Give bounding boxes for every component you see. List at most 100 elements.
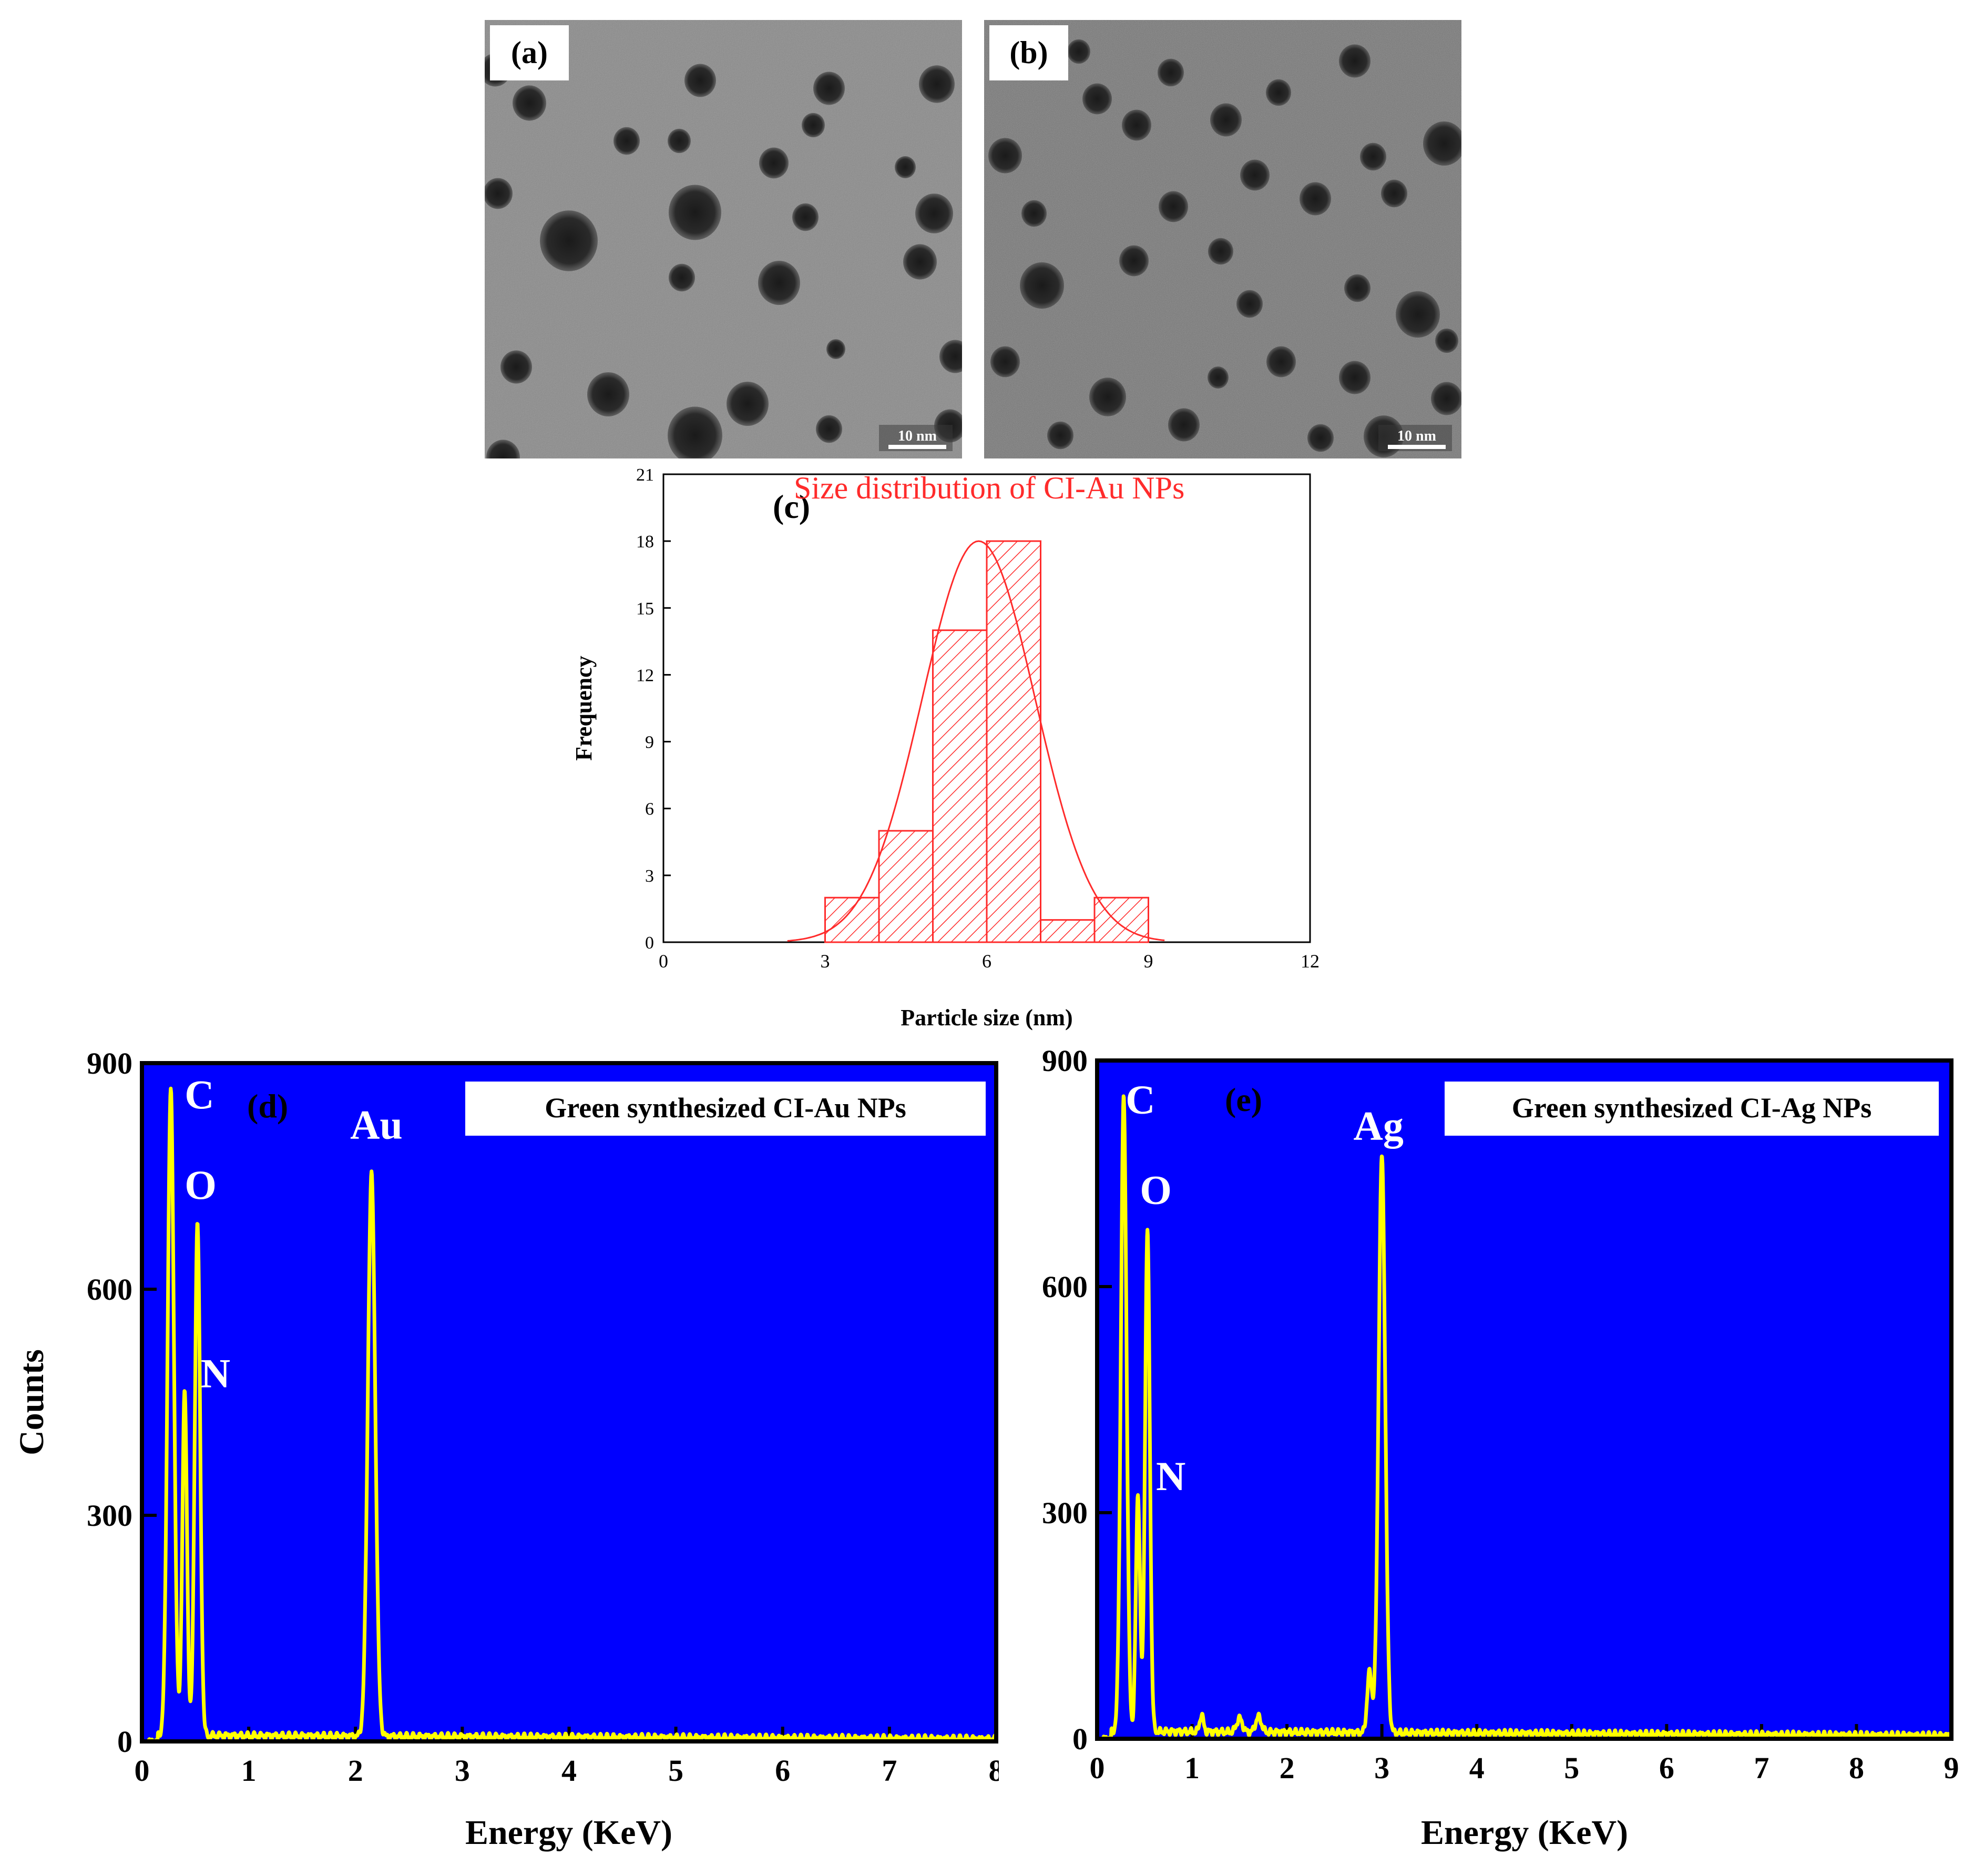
panel-label-box (989, 25, 1068, 80)
nanoparticle (1423, 121, 1461, 166)
nanoparticle (668, 128, 691, 154)
nanoparticle (684, 64, 716, 97)
nanoparticle (792, 203, 819, 231)
y-tick-label: 18 (636, 532, 654, 552)
gaussian-fit-line (787, 540, 1165, 942)
x-tick-label: 1 (1184, 1751, 1200, 1785)
x-tick-label: 4 (1469, 1751, 1485, 1785)
scale-bar-label: 10 nm (1397, 428, 1436, 444)
y-tick-label: 6 (645, 800, 654, 819)
y-tick-label: 300 (87, 1498, 132, 1533)
x-tick-label: 3 (455, 1753, 470, 1788)
scale-bar-label: 10 nm (898, 428, 937, 444)
peak-label: O (1140, 1167, 1172, 1212)
y-tick-label: 600 (1042, 1270, 1088, 1304)
panel-label-c: (c) (773, 488, 810, 525)
nanoparticle (988, 138, 1022, 174)
nanoparticle (816, 415, 842, 443)
nanoparticle (1381, 179, 1407, 208)
legend-label: Green synthesized CI-Au NPs (545, 1092, 906, 1124)
peak-label: C (1126, 1076, 1155, 1122)
y-tick-label: 0 (645, 933, 654, 953)
nanoparticle (1435, 328, 1458, 353)
x-tick-label: 0 (135, 1753, 150, 1788)
nanoparticles (988, 39, 1461, 457)
chart-title: Size distribution of CI-Au NPs (794, 471, 1184, 505)
nanoparticle (500, 350, 532, 384)
nanoparticle (1396, 291, 1440, 338)
nanoparticle (1266, 79, 1291, 106)
nanoparticle (919, 65, 955, 103)
nanoparticle (485, 178, 513, 209)
plot-area (1097, 1061, 1951, 1739)
peak-label: N (1156, 1453, 1185, 1499)
spectrum-line (1100, 1094, 1953, 1741)
y-tick-label: 0 (117, 1725, 132, 1759)
tem-image-a: (a) 10 nm (485, 20, 962, 458)
x-tick-label: 7 (1754, 1751, 1769, 1785)
y-tick-label: 15 (636, 599, 654, 618)
plot-frame (140, 1061, 998, 1744)
y-tick-label: 21 (636, 465, 654, 485)
nanoparticle (1208, 238, 1233, 265)
x-tick-label: 9 (1944, 1751, 1959, 1785)
histogram-bar (824, 896, 880, 943)
nanoparticle (1047, 421, 1073, 450)
x-tick-label: 3 (821, 951, 830, 972)
y-tick-label: 900 (1042, 1044, 1088, 1078)
nanoparticle (587, 372, 629, 416)
nanoparticle (1020, 262, 1064, 309)
y-tick-label: 9 (645, 733, 654, 752)
nanoparticles (485, 26, 962, 458)
nanoparticle (903, 244, 937, 280)
plot-frame (1095, 1058, 1953, 1741)
y-tick-label: 3 (645, 866, 654, 886)
x-tick-label: 5 (1564, 1751, 1579, 1785)
nanoparticle (669, 185, 721, 240)
nanoparticle (826, 339, 845, 359)
nanoparticle (1339, 44, 1370, 78)
legend-label: Green synthesized CI-Ag NPs (1512, 1092, 1871, 1124)
histogram-bar (986, 540, 1041, 943)
x-tick-label: 8 (989, 1753, 999, 1788)
y-axis-label: Frequency (571, 656, 597, 761)
peak-label: N (201, 1350, 230, 1396)
nanoparticle (1240, 159, 1270, 191)
tem-image-b: (b) 10 nm (984, 20, 1461, 458)
nanoparticle (1082, 83, 1112, 115)
plot-area (142, 1063, 996, 1741)
x-tick-label: 6 (775, 1753, 790, 1788)
y-tick-label: 600 (87, 1272, 132, 1307)
panel-label-a: (a) (511, 35, 548, 70)
x-tick-label: 9 (1144, 951, 1153, 972)
y-tick-label: 900 (87, 1046, 132, 1080)
nanoparticle (1431, 382, 1461, 415)
nanoparticle (668, 406, 722, 458)
nanoparticle (990, 346, 1020, 378)
panel-label-d: (d) (247, 1087, 288, 1125)
legend-box (465, 1082, 986, 1136)
peak-label: Ag (1354, 1103, 1404, 1149)
size-distribution-chart: 0 3 6 9 12 0 3 6 9 12 15 18 21 (c) Size distribution… (571, 465, 1320, 1031)
x-tick-label: 0 (1090, 1751, 1105, 1785)
nanoparticle (1021, 200, 1047, 227)
x-axis-label: Energy (KeV) (465, 1813, 672, 1852)
nanoparticle (1122, 109, 1151, 141)
nanoparticle (1119, 245, 1149, 277)
nanoparticle (895, 156, 916, 178)
panel-label-b: (b) (1009, 35, 1048, 70)
spectrum-line (146, 1086, 998, 1744)
legend-box (1445, 1082, 1939, 1136)
nanoparticle (486, 440, 520, 458)
nanoparticle (1210, 103, 1242, 137)
nanoparticle (669, 263, 695, 292)
nanoparticle (759, 147, 789, 179)
x-tick-label: 7 (882, 1753, 897, 1788)
y-tick-label: 0 (1072, 1722, 1088, 1756)
nanoparticle (1236, 290, 1263, 318)
nanoparticle (802, 113, 825, 138)
eds-spectrum-au: 0 1 2 3 4 5 6 7 8 0 300 600 900 CO N Au (d) Green synt… (13, 1046, 999, 1852)
peak-label: C (185, 1072, 214, 1117)
nanoparticle (758, 261, 800, 305)
nanoparticle (1300, 182, 1331, 216)
